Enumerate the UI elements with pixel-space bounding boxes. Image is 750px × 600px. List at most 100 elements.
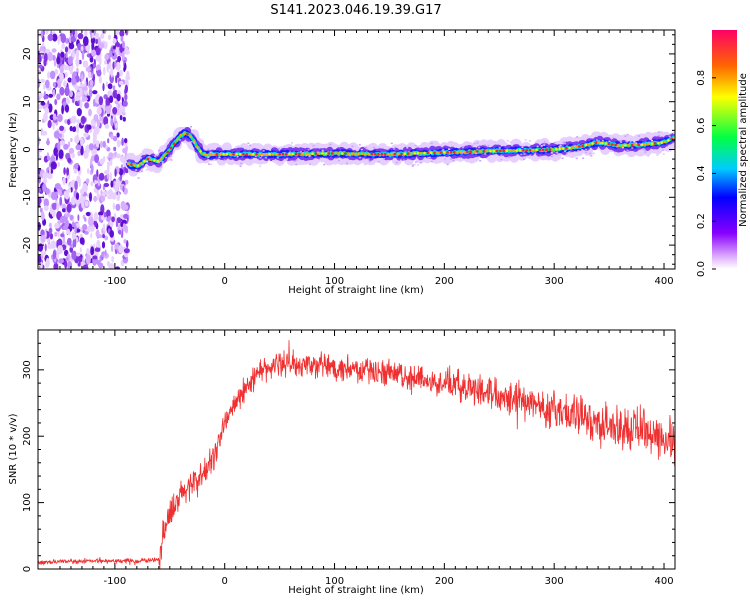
halo-speck (662, 149, 665, 151)
ridge-peak (630, 143, 634, 147)
ridge-peak (601, 141, 604, 145)
halo-speck (372, 146, 375, 149)
noise-blob (49, 70, 56, 80)
noise-blob (67, 157, 72, 164)
halo-speck (651, 140, 653, 142)
ridge-peak (176, 138, 179, 141)
noise-blob (48, 227, 53, 234)
halo-speck (619, 140, 622, 142)
ridge-peak (462, 150, 466, 154)
noise-blob (90, 232, 93, 239)
ridge-peak (139, 162, 143, 165)
halo-speck (291, 142, 293, 144)
ridge-peak (439, 151, 443, 154)
noise-blob (69, 64, 73, 75)
noise-blob (96, 69, 102, 77)
ridge-peak (291, 152, 295, 156)
noise-blob (109, 74, 114, 84)
ridge-peak (423, 151, 426, 155)
noise-blob (98, 42, 105, 49)
noise-blob (71, 77, 77, 86)
ridge-peak (594, 141, 598, 145)
noise-blob (65, 257, 69, 262)
ridge-peak (314, 152, 318, 155)
noise-blob (86, 124, 92, 130)
noise-blob (61, 43, 65, 49)
noise-blob (38, 64, 43, 69)
halo-speck (498, 147, 501, 149)
noise-blob (79, 237, 85, 245)
noise-blob (122, 106, 126, 114)
noise-blob (113, 146, 117, 152)
ridge-peak (324, 152, 328, 155)
noise-blob (92, 255, 98, 260)
ridge-peak (354, 152, 357, 155)
halo-speck (364, 163, 367, 166)
noise-blob (82, 264, 89, 269)
halo-speck (414, 144, 417, 147)
halo-speck (625, 140, 628, 143)
halo-speck (484, 153, 487, 155)
halo-speck (205, 160, 208, 162)
halo-speck (319, 157, 322, 160)
halo-speck (160, 156, 163, 159)
y-tick-label: 0 (22, 146, 33, 152)
ridge-peak (380, 152, 384, 156)
noise-blob (38, 254, 42, 263)
noise-blob (116, 132, 120, 138)
noise-blob (116, 141, 123, 146)
noise-blob (104, 123, 110, 129)
halo-speck (626, 149, 629, 152)
noise-blob (110, 47, 114, 52)
halo-speck (444, 159, 447, 161)
ridge-peak (604, 142, 608, 145)
halo-speck (536, 145, 539, 148)
noise-blob (44, 107, 50, 115)
noise-blob (66, 228, 71, 235)
ridge-peak (265, 153, 268, 156)
noise-blob (63, 64, 70, 71)
ridge-peak (512, 149, 515, 152)
halo-speck (217, 143, 219, 146)
noise-blob (54, 99, 58, 106)
noise-blob (111, 216, 115, 223)
ridge-peak (156, 159, 159, 163)
ridge-peak (126, 162, 130, 166)
noise-blob (105, 105, 112, 115)
noise-blob (52, 89, 56, 97)
noise-blob (100, 33, 105, 39)
ridge-peak (634, 143, 637, 147)
noise-blob (63, 80, 67, 88)
halo-speck (154, 155, 157, 158)
halo-speck (322, 144, 325, 146)
noise-blob (115, 75, 118, 84)
halo-speck (487, 144, 490, 147)
noise-blob (112, 85, 116, 91)
ridge-peak (225, 153, 229, 156)
snr-y-label: SNR (10 * v/v) (8, 413, 19, 484)
ridge-peak (482, 150, 486, 153)
halo-speck (299, 151, 302, 153)
ridge-peak (611, 143, 614, 146)
noise-blob (77, 214, 80, 222)
ridge-peak (334, 152, 337, 155)
ridge-peak (433, 151, 436, 154)
halo-speck (259, 157, 262, 159)
noise-blob (38, 188, 41, 193)
halo-speck (509, 141, 512, 143)
ridge-peak (331, 152, 334, 155)
x-tick-label: -100 (104, 576, 127, 587)
halo-speck (219, 152, 222, 154)
ridge-peak (495, 149, 499, 153)
noise-blob (82, 86, 88, 91)
noise-blob (76, 123, 80, 134)
ridge-peak (403, 152, 407, 155)
noise-blob (59, 65, 64, 74)
halo-speck (264, 156, 267, 159)
halo-speck (236, 155, 239, 158)
ridge-peak (558, 147, 561, 151)
noise-blob (40, 101, 46, 106)
halo-speck (595, 139, 598, 141)
halo-speck (550, 152, 553, 154)
